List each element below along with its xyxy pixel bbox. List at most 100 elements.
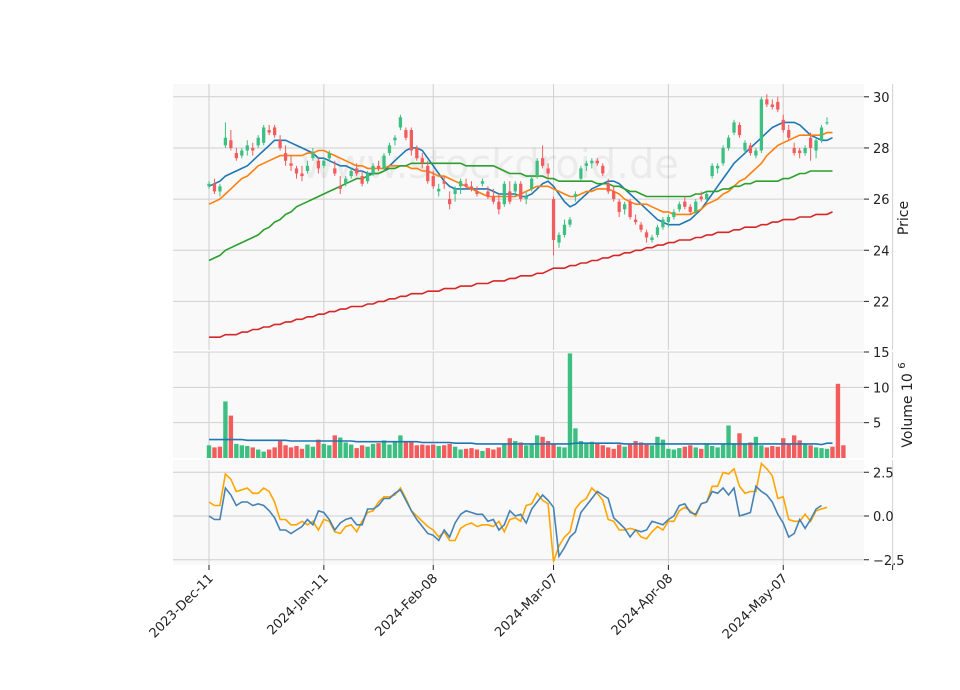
candle: [300, 165, 304, 182]
candle: [491, 188, 496, 205]
candle-body: [502, 183, 506, 205]
candle: [420, 153, 424, 169]
candle-body: [365, 173, 370, 182]
candle-body: [469, 186, 474, 189]
x-tick-label: 2024-Apr-08: [609, 571, 676, 638]
candle-body: [409, 130, 413, 151]
candle-body: [808, 137, 813, 148]
volume-bar: [835, 383, 841, 458]
volume-bar: [693, 447, 698, 458]
candle-body: [251, 147, 255, 151]
volume-bar: [791, 435, 797, 458]
volume-bar: [770, 445, 775, 458]
candle: [705, 191, 709, 202]
candle-body: [311, 153, 315, 159]
candle-body: [300, 173, 304, 177]
volume-bar: [507, 438, 512, 458]
candle: [272, 124, 277, 138]
volume-bar: [414, 445, 420, 458]
y-tick-label: 28: [873, 142, 890, 157]
candle: [497, 193, 501, 215]
volume-bar: [474, 449, 480, 458]
candle: [349, 168, 353, 179]
candle: [644, 229, 649, 243]
candle-body: [579, 168, 583, 179]
candle: [798, 147, 802, 159]
candle: [322, 158, 326, 169]
candle: [207, 181, 211, 189]
volume-bar: [737, 433, 742, 458]
volume-panel-bg: [173, 352, 864, 458]
candle: [371, 163, 375, 177]
candle: [262, 124, 266, 146]
candle: [650, 234, 654, 243]
candle-body: [327, 153, 331, 159]
candle-body: [316, 160, 321, 169]
volume-bar: [283, 445, 288, 458]
volume-bar: [365, 446, 370, 458]
candle-body: [715, 165, 720, 169]
volume-gridlines: [173, 351, 894, 458]
candle: [245, 140, 249, 156]
candle: [781, 114, 785, 133]
volume-bar: [534, 435, 540, 458]
volume-bar: [310, 446, 316, 458]
volume-bar: [228, 415, 234, 458]
candle-body: [787, 130, 791, 138]
candle-body: [437, 188, 441, 192]
candle-body: [803, 147, 807, 154]
volume-bar: [688, 445, 693, 458]
y-tick-label: 24: [873, 244, 890, 259]
candle-body: [464, 183, 468, 187]
candle: [617, 199, 621, 217]
candle-body: [595, 160, 599, 164]
volume-bar: [458, 449, 463, 458]
volume-bar: [731, 443, 737, 458]
candle-body: [431, 176, 435, 187]
candle-body: [710, 165, 714, 177]
candle: [458, 178, 463, 194]
volume-bar: [513, 441, 518, 458]
candle: [469, 181, 474, 192]
candle: [393, 135, 397, 146]
candle-body: [530, 178, 534, 189]
candle-body: [781, 119, 785, 131]
candle: [726, 135, 731, 151]
volume-bar: [584, 442, 589, 458]
candle: [267, 124, 271, 136]
volume-bar: [720, 444, 726, 458]
candle-body: [223, 137, 228, 146]
candle: [218, 183, 222, 197]
candle: [683, 196, 687, 210]
candle-body: [792, 147, 796, 154]
candle-body: [283, 153, 288, 161]
volume-bar: [819, 448, 824, 458]
volume-bar: [212, 447, 217, 458]
candle-body: [606, 183, 610, 192]
volume-bar: [447, 443, 452, 458]
candle: [672, 209, 676, 220]
volume-bar: [726, 425, 731, 458]
candle: [294, 165, 299, 179]
candle-body: [612, 191, 616, 200]
candle-body: [218, 186, 222, 192]
candle-body: [699, 196, 703, 200]
volume-bar: [595, 443, 600, 458]
volume-bar: [294, 445, 299, 458]
volume-bar: [638, 442, 644, 458]
volume-bar: [518, 442, 523, 458]
volume-bar: [545, 441, 551, 458]
volume-bar: [349, 444, 354, 458]
candle: [633, 214, 638, 225]
volume-bar: [250, 447, 255, 458]
candle-body: [234, 153, 238, 159]
price-y-ticks: 22 24 26 28 30: [864, 91, 890, 310]
candle-body: [765, 99, 769, 105]
volume-bar: [748, 442, 753, 458]
candle-body: [212, 183, 217, 192]
candle-body: [584, 163, 589, 166]
volume-bar: [234, 443, 239, 458]
candle-body: [322, 160, 326, 166]
candle: [355, 163, 359, 177]
